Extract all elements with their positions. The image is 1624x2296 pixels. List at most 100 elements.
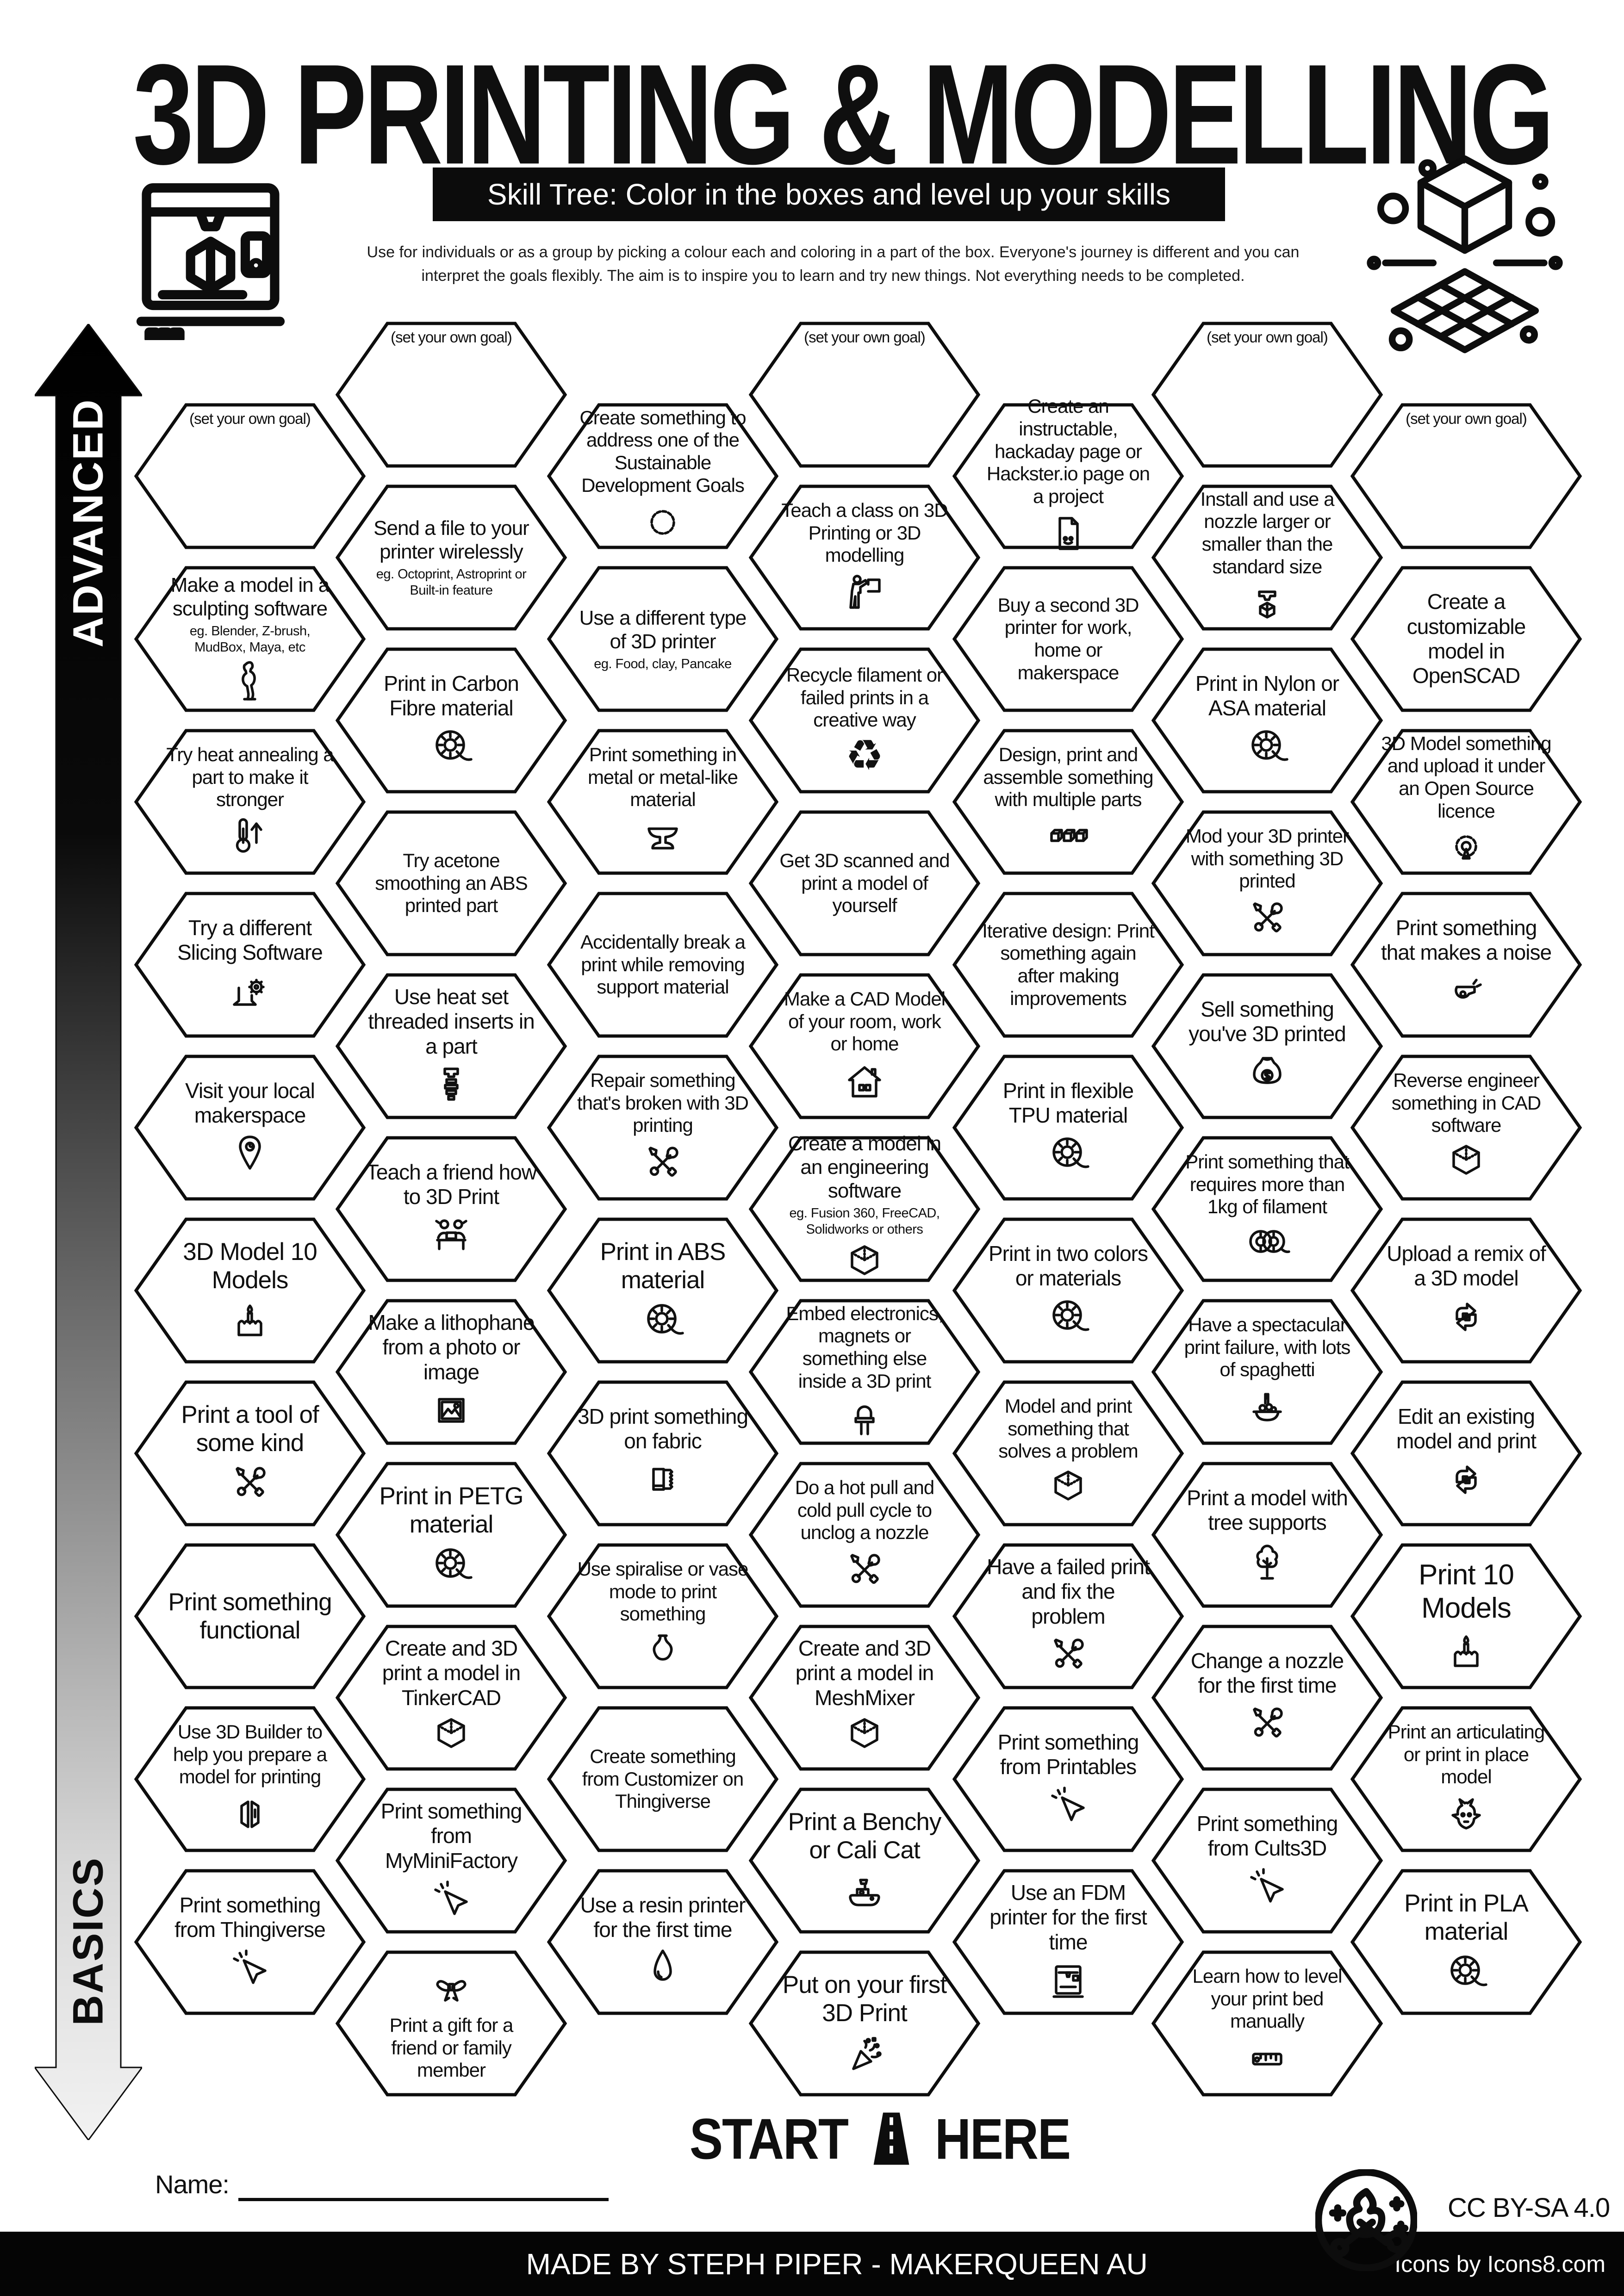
hex-get-3d-scanned-and[interactable]: Get 3D scanned and print a model of your… bbox=[749, 810, 980, 957]
hex-print-something-from-printables[interactable]: Print something from Printables bbox=[952, 1706, 1184, 1853]
hex-have-a-spectacular-print[interactable]: Have a spectacular print failure, with l… bbox=[1151, 1298, 1383, 1446]
hex-label: Use a different type of 3D printer bbox=[579, 606, 747, 653]
hex-teach-a-class-on[interactable]: Teach a class on 3D Printing or 3D model… bbox=[749, 484, 980, 631]
hex-reverse-engineer-something-in[interactable]: Reverse engineer something in CAD softwa… bbox=[1350, 1054, 1582, 1201]
hex-use-3d-builder-to[interactable]: Use 3D Builder to help you prepare a mod… bbox=[134, 1706, 366, 1853]
hex-have-a-failed-print[interactable]: Have a failed print and fix the problem bbox=[952, 1543, 1184, 1690]
hex-use-spiralise-or-vase[interactable]: Use spiralise or vase mode to print some… bbox=[547, 1543, 778, 1690]
hex-set-your-own-goal[interactable]: (set your own goal) bbox=[336, 321, 567, 468]
hex-buy-a-second-3d[interactable]: Buy a second 3D printer for work, home o… bbox=[952, 565, 1184, 713]
hex-print-in-nylon-or[interactable]: Print in Nylon or ASA material bbox=[1151, 647, 1383, 794]
hex-make-a-cad-model[interactable]: Make a CAD Model of your room, work or h… bbox=[749, 973, 980, 1120]
hex-teach-a-friend-how[interactable]: Teach a friend how to 3D Print bbox=[336, 1136, 567, 1283]
hex-try-heat-annealing-a[interactable]: Try heat annealing a part to make it str… bbox=[134, 728, 366, 875]
hex-outline bbox=[952, 1055, 1184, 1201]
hex-label: Make a lithophane from a photo or image bbox=[368, 1310, 535, 1384]
hex-print-a-model-with[interactable]: Print a model with tree supports bbox=[1151, 1461, 1383, 1608]
hex-print-in-two-colors[interactable]: Print in two colors or materials bbox=[952, 1217, 1184, 1364]
hex-create-something-to-address[interactable]: Create something to address one of the S… bbox=[547, 403, 778, 550]
hex-outline bbox=[134, 729, 366, 875]
hex-print-something-functional[interactable]: Print something functional bbox=[134, 1543, 366, 1690]
click-cursor-icon bbox=[227, 1945, 273, 1991]
hex-print-a-benchy-or[interactable]: Print a Benchy or Cali Cat bbox=[749, 1787, 980, 1934]
hex-content: Design, print and assemble something wit… bbox=[952, 728, 1184, 875]
hex-outline bbox=[336, 1462, 567, 1608]
hex-upload-a-remix-of[interactable]: Upload a remix of a 3D model bbox=[1350, 1217, 1582, 1364]
hex-print-in-abs-material[interactable]: Print in ABS material bbox=[547, 1217, 778, 1364]
hex-create-something-from-customizer[interactable]: Create something from Customizer on Thin… bbox=[547, 1706, 778, 1853]
hex-install-and-use-a[interactable]: Install and use a nozzle larger or small… bbox=[1151, 484, 1383, 631]
hex-repair-something-that-s[interactable]: Repair something that's broken with 3D p… bbox=[547, 1054, 778, 1201]
hex-create-a-customizable-model[interactable]: Create a customizable model in OpenSCAD bbox=[1350, 565, 1582, 713]
hex-create-an-instructable-hackaday[interactable]: Create an instructable, hackaday page or… bbox=[952, 395, 1184, 550]
hex-outline bbox=[547, 1380, 778, 1527]
hex-print-10-models[interactable]: Print 10 Models bbox=[1350, 1543, 1582, 1690]
hex-label: Teach a class on 3D Printing or 3D model… bbox=[781, 499, 948, 566]
hex-content: Have a spectacular print failure, with l… bbox=[1151, 1298, 1383, 1446]
hex-print-in-carbon-fibre[interactable]: Print in Carbon Fibre material bbox=[336, 647, 567, 794]
hex-label: Use 3D Builder to help you prepare a mod… bbox=[173, 1720, 327, 1788]
hex-print-something-that-requires[interactable]: Print something that requires more than … bbox=[1151, 1136, 1383, 1283]
hex-3d-model-10-models[interactable]: 3D Model 10 Models bbox=[134, 1217, 366, 1364]
hex-try-a-different-slicing[interactable]: Try a different Slicing Software bbox=[134, 891, 366, 1038]
hex-set-your-own-goal[interactable]: (set your own goal) bbox=[1151, 321, 1383, 468]
hex-use-an-fdm-printer[interactable]: Use an FDM printer for the first time bbox=[952, 1868, 1184, 2016]
hex-print-a-tool-of[interactable]: Print a tool of some kind bbox=[134, 1380, 366, 1527]
hex-make-a-model-in[interactable]: Make a model in a sculpting software eg. … bbox=[134, 565, 366, 713]
hex-use-heat-set-threaded[interactable]: Use heat set threaded inserts in a part bbox=[336, 973, 567, 1120]
hex-set-your-own-goal[interactable]: (set your own goal) bbox=[134, 403, 366, 550]
hex-use-a-resin-printer[interactable]: Use a resin printer for the first time bbox=[547, 1868, 778, 2016]
hex-content: Install and use a nozzle larger or small… bbox=[1151, 484, 1383, 631]
hex-outline bbox=[336, 1136, 567, 1282]
hex-outline bbox=[952, 403, 1184, 549]
here-label: HERE bbox=[934, 2106, 1071, 2171]
recycle-icon: ♻ bbox=[845, 732, 884, 780]
hex-print-a-gift-for[interactable]: Print a gift for a friend or family memb… bbox=[336, 1950, 567, 2097]
hex-create-and-3d-print[interactable]: Create and 3D print a model in TinkerCAD bbox=[336, 1624, 567, 1771]
hex-design-print-and-assemble[interactable]: Design, print and assemble something wit… bbox=[952, 728, 1184, 875]
hex-print-something-from-myminifactory[interactable]: Print something from MyMiniFactory bbox=[336, 1787, 567, 1934]
hex-edit-an-existing-model[interactable]: Edit an existing model and print bbox=[1350, 1380, 1582, 1527]
hex-sell-something-you-ve[interactable]: Sell something you've 3D printed bbox=[1151, 973, 1383, 1120]
hex-print-something-from-thingiverse[interactable]: Print something from Thingiverse bbox=[134, 1868, 366, 2016]
hex-print-in-petg-material[interactable]: Print in PETG material bbox=[336, 1461, 567, 1608]
hex-model-and-print-something[interactable]: Model and print something that solves a … bbox=[952, 1380, 1184, 1527]
hex-mod-your-3d-printer[interactable]: Mod your 3D printer with something 3D pr… bbox=[1151, 810, 1383, 957]
hex-visit-your-local-makerspace[interactable]: Visit your local makerspace bbox=[134, 1054, 366, 1201]
name-input-line[interactable] bbox=[238, 2198, 609, 2201]
hex-3d-model-something-and[interactable]: 3D Model something and upload it under a… bbox=[1350, 728, 1582, 875]
hex-make-a-lithophane-from[interactable]: Make a lithophane from a photo or image bbox=[336, 1298, 567, 1446]
hex-print-in-pla-material[interactable]: Print in PLA material bbox=[1350, 1868, 1582, 2016]
hex-label: Try a different Slicing Software bbox=[177, 915, 323, 964]
hex-learn-how-to-level[interactable]: Learn how to level your print bed manual… bbox=[1151, 1950, 1383, 2097]
hex-recycle-filament-or-failed[interactable]: Recycle filament or failed prints in a c… bbox=[749, 647, 980, 794]
hex-content: Teach a friend how to 3D Print bbox=[336, 1136, 567, 1283]
hex-create-and-3d-print[interactable]: Create and 3D print a model in MeshMixer bbox=[749, 1624, 980, 1771]
hex-label: Mod your 3D printer with something 3D pr… bbox=[1185, 825, 1349, 892]
crossed-tools-icon bbox=[227, 1460, 273, 1506]
hex-create-a-model-in[interactable]: Create a model in an engineering softwar… bbox=[749, 1132, 980, 1283]
hex-print-something-in-metal[interactable]: Print something in metal or metal-like m… bbox=[547, 728, 778, 875]
hex-do-a-hot-pull[interactable]: Do a hot pull and cold pull cycle to unc… bbox=[749, 1461, 980, 1608]
hex-put-on-your-first[interactable]: Put on your first 3D Print bbox=[749, 1950, 980, 2097]
hex-print-in-flexible-tpu[interactable]: Print in flexible TPU material bbox=[952, 1054, 1184, 1201]
hex-content: (set your own goal) bbox=[336, 321, 567, 468]
hex-use-a-different-type[interactable]: Use a different type of 3D printer eg. Fo… bbox=[547, 565, 778, 713]
two-spools-icon bbox=[1244, 1221, 1290, 1267]
hex-3d-print-something-on[interactable]: 3D print something on fabric bbox=[547, 1380, 778, 1527]
hex-iterative-design-print-something[interactable]: Iterative design: Print something again … bbox=[952, 891, 1184, 1038]
hex-print-something-from-cults3d[interactable]: Print something from Cults3D bbox=[1151, 1787, 1383, 1934]
hex-accidentally-break-a-print[interactable]: Accidentally break a print while removin… bbox=[547, 891, 778, 1038]
hex-send-a-file-to[interactable]: Send a file to your printer wirelessly eg… bbox=[336, 484, 567, 631]
hex-set-your-own-goal[interactable]: (set your own goal) bbox=[749, 321, 980, 468]
hex-try-acetone-smoothing-an[interactable]: Try acetone smoothing an ABS printed par… bbox=[336, 810, 567, 957]
remix-arrows-icon bbox=[1443, 1456, 1489, 1502]
hex-embed-electronics-magnets-or[interactable]: Embed electronics, magnets or something … bbox=[749, 1298, 980, 1446]
hex-set-your-own-goal[interactable]: (set your own goal) bbox=[1350, 403, 1582, 550]
hex-print-something-that-makes[interactable]: Print something that makes a noise bbox=[1350, 891, 1582, 1038]
hex-outline bbox=[1151, 1625, 1383, 1771]
hex-content: Visit your local makerspace bbox=[134, 1054, 366, 1201]
hex-change-a-nozzle-for[interactable]: Change a nozzle for the first time bbox=[1151, 1624, 1383, 1771]
hex-print-an-articulating-or[interactable]: Print an articulating or print in place … bbox=[1350, 1706, 1582, 1853]
hex-outline bbox=[952, 566, 1184, 712]
